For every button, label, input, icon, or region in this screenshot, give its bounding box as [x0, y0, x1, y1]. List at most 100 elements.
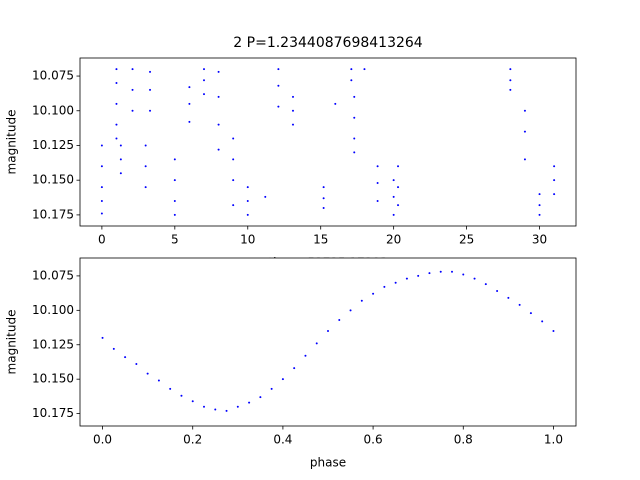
data-point — [376, 200, 379, 203]
data-point — [131, 88, 134, 91]
axes-background — [80, 58, 576, 226]
data-point — [144, 186, 147, 189]
data-point — [214, 408, 217, 411]
data-point — [203, 68, 205, 71]
data-point — [372, 292, 375, 295]
data-point — [392, 179, 395, 182]
y-tick-label: 10.125 — [32, 337, 74, 351]
data-point — [119, 144, 122, 147]
y-axis-label: magnitude — [5, 310, 19, 375]
data-point — [383, 285, 386, 288]
data-point — [144, 165, 147, 168]
data-point — [315, 342, 318, 345]
data-point — [428, 272, 431, 275]
data-point — [232, 137, 235, 140]
data-point — [119, 158, 122, 161]
data-point — [100, 200, 103, 203]
data-point — [293, 367, 296, 370]
data-point — [507, 296, 510, 299]
data-point — [322, 206, 325, 209]
data-point — [397, 186, 400, 189]
x-tick-label: 0.2 — [183, 433, 202, 447]
data-point — [180, 394, 183, 397]
data-point — [277, 68, 280, 71]
data-point — [397, 204, 400, 207]
data-point — [232, 204, 235, 207]
data-point — [119, 172, 122, 175]
data-point — [473, 277, 476, 280]
x-tick-label: 25 — [459, 233, 474, 247]
data-point — [149, 88, 152, 91]
data-point — [100, 165, 103, 168]
data-point — [115, 102, 118, 105]
y-tick-label: 10.150 — [32, 173, 74, 187]
data-point — [232, 179, 235, 182]
axes-frame — [79, 57, 577, 227]
y-tick-label: 10.075 — [32, 69, 74, 83]
x-axis-label: phase — [310, 456, 346, 470]
y-tick-label: 10.100 — [32, 103, 74, 117]
data-point — [115, 81, 118, 84]
data-point — [541, 320, 544, 323]
x-tick-label: 5 — [171, 233, 179, 247]
data-point — [188, 120, 191, 123]
data-point — [553, 193, 556, 196]
y-tick-label: 10.175 — [32, 207, 74, 221]
data-point — [322, 197, 325, 200]
data-point — [392, 213, 395, 216]
data-point — [353, 137, 356, 140]
data-point — [509, 88, 512, 91]
data-point — [538, 193, 541, 196]
data-point — [131, 68, 134, 71]
data-point — [523, 109, 526, 112]
data-point — [350, 79, 353, 82]
data-point — [217, 123, 220, 126]
data-point — [131, 109, 134, 112]
data-point — [217, 70, 220, 73]
data-point — [217, 95, 220, 98]
data-point — [203, 405, 205, 408]
data-point — [291, 95, 294, 98]
data-point — [115, 123, 118, 126]
y-tick-label: 10.150 — [32, 372, 74, 386]
y-tick-label: 10.125 — [32, 138, 74, 152]
data-point — [322, 186, 325, 189]
data-point — [327, 329, 329, 332]
y-axis-label: magnitude — [5, 110, 19, 175]
data-point — [350, 68, 353, 71]
data-point — [225, 409, 228, 412]
data-point — [270, 387, 273, 390]
data-point — [246, 186, 249, 189]
data-point — [334, 102, 337, 105]
data-point — [523, 130, 526, 133]
data-point — [392, 195, 395, 198]
data-point — [144, 144, 147, 147]
data-point — [191, 400, 194, 403]
data-point — [277, 84, 280, 87]
data-point — [291, 123, 294, 126]
data-point — [394, 281, 397, 284]
x-tick-label: 10 — [240, 233, 255, 247]
data-point — [115, 68, 118, 71]
data-point — [363, 68, 366, 71]
x-tick-label: 30 — [532, 233, 547, 247]
y-tick-label: 10.175 — [32, 406, 74, 420]
data-point — [173, 200, 176, 203]
data-point — [112, 347, 115, 350]
data-point — [259, 396, 262, 399]
data-point — [149, 109, 152, 112]
data-point — [173, 158, 176, 161]
data-point — [376, 165, 379, 168]
x-tick-label: 0.8 — [454, 433, 473, 447]
x-tick-label: 15 — [313, 233, 328, 247]
x-tick-label: 0.4 — [273, 433, 292, 447]
data-point — [291, 109, 294, 112]
data-point — [101, 336, 104, 339]
data-point — [538, 204, 541, 207]
data-point — [304, 354, 307, 357]
data-point — [124, 356, 127, 359]
data-point — [232, 158, 235, 161]
data-point — [484, 283, 487, 286]
data-point — [277, 105, 280, 108]
data-point — [146, 372, 149, 375]
